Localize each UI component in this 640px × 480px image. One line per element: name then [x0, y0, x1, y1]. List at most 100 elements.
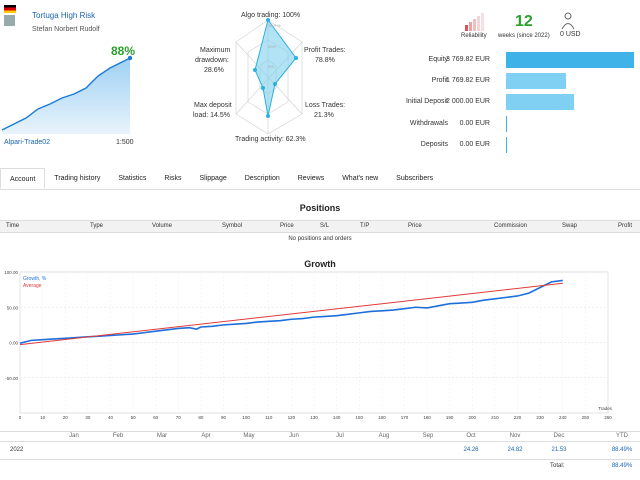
tab-account[interactable]: Account [0, 168, 46, 189]
x-tick-label: 0 [19, 415, 22, 420]
x-tick-label: 90 [221, 415, 227, 420]
stat-value: 2 000.00 EUR [446, 98, 490, 105]
year-cell: 2022 [10, 447, 24, 453]
positions-col[interactable]: Profit [618, 223, 633, 229]
x-tick-label: 240 [559, 415, 567, 420]
stat-label: Profit [431, 77, 448, 84]
series-line-growth [19, 279, 563, 344]
x-tick-label: 150 [355, 415, 363, 420]
tab-what-s-new[interactable]: What's new [342, 175, 379, 182]
weeks-label: weeks (since 2022) [498, 33, 550, 39]
avatar[interactable] [4, 15, 15, 26]
tab-reviews[interactable]: Reviews [297, 175, 325, 182]
stat-value: 1 769.82 EUR [446, 77, 490, 84]
x-tick-label: 230 [536, 415, 544, 420]
month-header: Apr [201, 433, 211, 439]
radar-label-profit-1: Profit Trades: [304, 47, 346, 54]
reliability-label: Reliability [461, 33, 487, 39]
leverage: 1:500 [116, 139, 134, 146]
month-header: Dec [553, 433, 565, 439]
radar-label-drawdown-3: 28.6% [204, 67, 224, 74]
positions-col[interactable]: S/L [320, 223, 330, 229]
radar-scale-50: 50% [268, 44, 276, 49]
x-tick-label: 250 [582, 415, 590, 420]
positions-col[interactable]: Time [6, 223, 20, 229]
author-name[interactable]: Stefan Norbert Rudolf [32, 26, 100, 33]
x-axis-label: Trades [598, 406, 613, 411]
positions-col[interactable]: T/P [360, 223, 370, 229]
month-header: Sep [422, 433, 434, 439]
stat-bar [506, 73, 566, 89]
x-tick-label: 70 [176, 415, 182, 420]
yearly-header [0, 431, 640, 442]
flag-icon [4, 5, 16, 13]
stat-bar [506, 137, 507, 153]
positions-col[interactable]: Swap [562, 223, 578, 229]
month-header: Oct [466, 433, 476, 439]
positions-title: Positions [299, 203, 341, 213]
month-header: Jun [289, 433, 299, 439]
row-divider [0, 459, 640, 460]
tab-trading-history[interactable]: Trading history [54, 175, 101, 182]
y-tick-label: 0.00 [9, 341, 18, 346]
y-tick-label: 100.00 [4, 270, 18, 275]
growth-percent: 88% [111, 44, 136, 58]
tab-subscribers[interactable]: Subscribers [396, 175, 434, 182]
x-tick-label: 50 [131, 415, 137, 420]
tab-bar: Account Trading history Statistics Risks Sli… [0, 168, 640, 190]
x-tick-label: 170 [401, 415, 409, 420]
x-tick-label: 210 [491, 415, 499, 420]
x-tick-label: 140 [333, 415, 341, 420]
positions-empty: No positions and orders [288, 236, 352, 242]
stat-bar [506, 94, 574, 110]
reliability-icon [465, 13, 484, 31]
radar-label-loss-1: Loss Trades: [305, 102, 346, 109]
month-header: Jan [69, 433, 79, 439]
stat-value: 3 769.82 EUR [446, 56, 490, 63]
signal-title[interactable]: Tortuga High Risk [32, 11, 96, 20]
x-tick-label: 160 [378, 415, 386, 420]
month-header: Feb [112, 433, 124, 439]
legend-growth: Growth, % [23, 276, 47, 282]
y-tick-label: -50.00 [5, 376, 18, 381]
positions-col[interactable]: Volume [152, 223, 173, 229]
growth-title: Growth [304, 259, 336, 269]
radar-scale-0: 0% [268, 64, 274, 69]
stat-value: 0.00 EUR [459, 141, 490, 148]
radar-chart: 100+% 50% 0% [235, 18, 303, 135]
radar-label-loss-2: 21.3% [314, 112, 334, 119]
tab-slippage[interactable]: Slippage [199, 175, 227, 182]
positions-col[interactable]: Commission [494, 223, 528, 229]
radar-label-load-1: Max deposit [194, 102, 232, 109]
tab-description[interactable]: Description [244, 175, 280, 182]
x-tick-label: 130 [310, 415, 318, 420]
y-tick-label: 50.00 [7, 305, 19, 310]
month-header: May [243, 433, 255, 439]
x-tick-label: 30 [85, 415, 91, 420]
stat-value: 0.00 EUR [459, 120, 490, 127]
radar-label-load-2: load: 14.5% [193, 112, 230, 119]
x-tick-label: 200 [469, 415, 477, 420]
positions-col[interactable]: Price [280, 223, 294, 229]
x-tick-label: 10 [40, 415, 46, 420]
subscribers-usd: 0 USD [560, 31, 581, 38]
tab-risks[interactable]: Risks [164, 175, 182, 182]
x-tick-label: 190 [446, 415, 454, 420]
radar-scale-100: 100+% [268, 23, 281, 28]
broker-server[interactable]: Alpari-Trade02 [4, 139, 51, 146]
positions-col[interactable]: Type [90, 223, 104, 229]
positions-header: Time Type Volume Symbol Price S/L T/P Price Comm… [0, 220, 640, 233]
legend-average: Average [23, 283, 42, 289]
stat-label: Initial Deposit [405, 98, 448, 105]
series-line-average [19, 282, 563, 346]
month-header: Mar [156, 433, 168, 439]
tab-statistics[interactable]: Statistics [118, 175, 147, 182]
positions-col[interactable]: Symbol [222, 223, 243, 229]
x-tick-label: 20 [63, 415, 69, 420]
radar-label-drawdown-2: drawdown: [195, 57, 229, 64]
month-header: Aug [378, 433, 390, 439]
x-tick-label: 80 [198, 415, 204, 420]
nov-cell: 24.82 [507, 447, 523, 453]
stat-label: Withdrawals [409, 120, 448, 127]
positions-col[interactable]: Price [408, 223, 422, 229]
